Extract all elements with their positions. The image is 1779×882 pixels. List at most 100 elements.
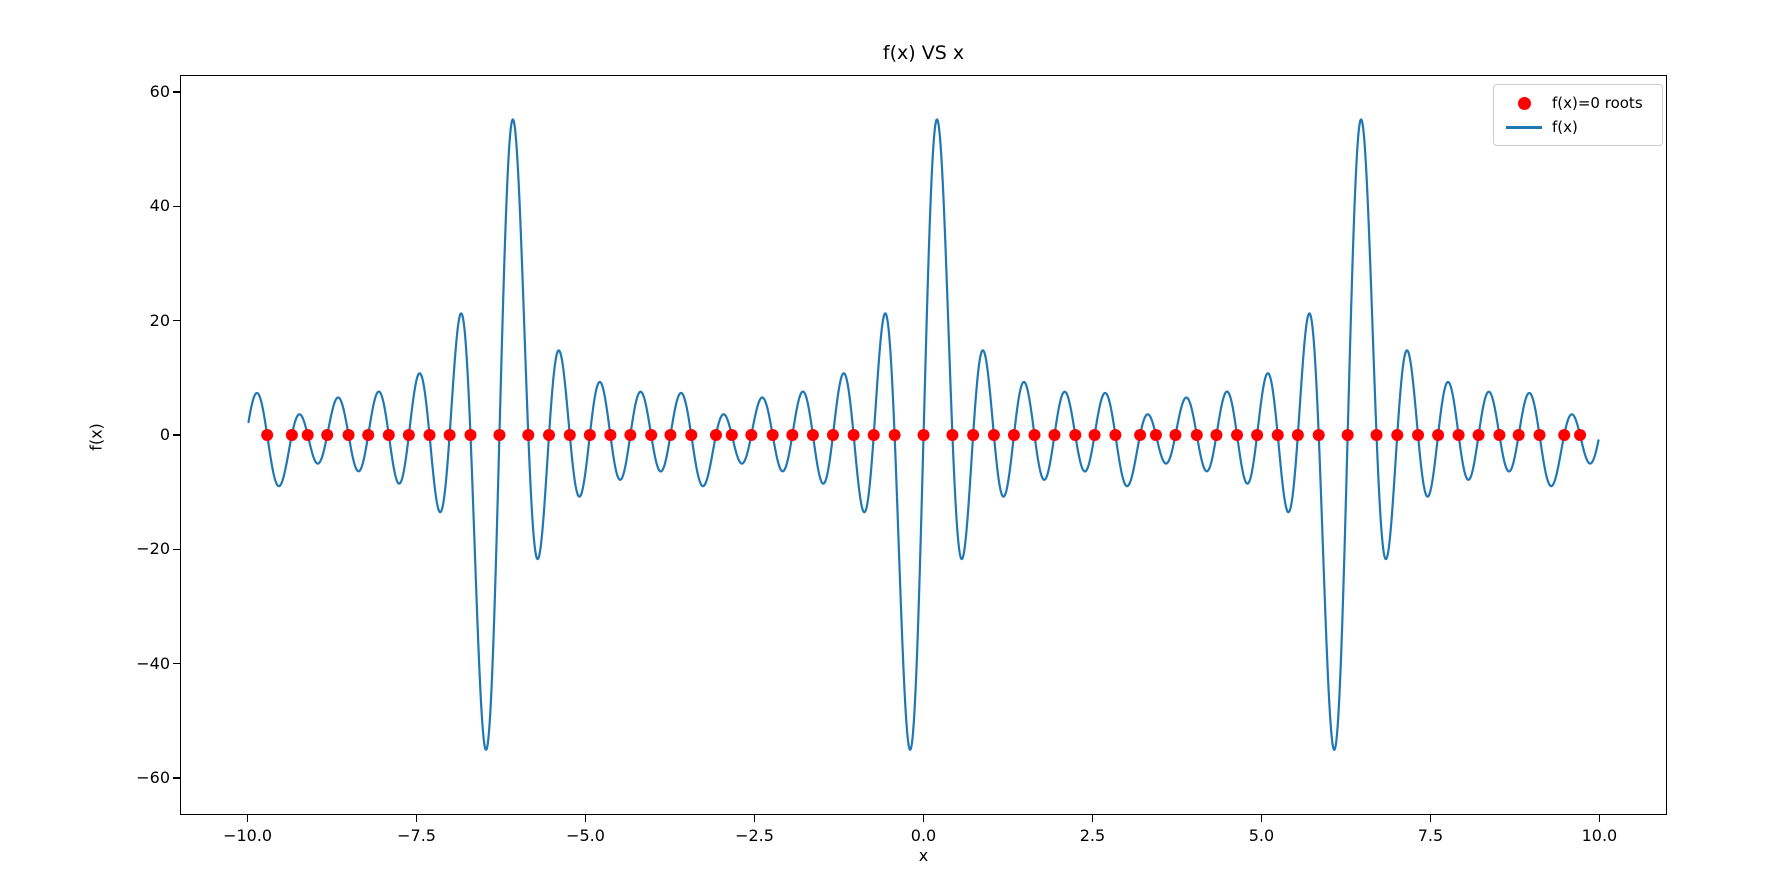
x-tick-label: 10.0 (1581, 826, 1618, 845)
root-marker (1452, 429, 1465, 442)
y-tick-mark (173, 777, 180, 779)
root-marker (645, 429, 658, 442)
plot-area (180, 75, 1667, 815)
root-marker (806, 429, 819, 442)
root-marker (261, 429, 274, 442)
root-marker (888, 429, 901, 442)
plot-canvas (247, 118, 1600, 751)
red-dot-marker-icon (1517, 96, 1531, 110)
y-tick-mark (173, 91, 180, 93)
x-tick-label: −7.5 (397, 826, 436, 845)
x-tick-label: 0.0 (910, 826, 937, 845)
root-marker (847, 429, 860, 442)
y-tick-mark (173, 662, 180, 665)
x-tick-mark (922, 815, 925, 822)
x-tick-label: 5.0 (1248, 826, 1275, 845)
root-marker (1533, 429, 1546, 442)
y-tick-label: −40 (136, 653, 170, 673)
root-marker (604, 429, 617, 442)
root-marker (1007, 429, 1020, 442)
root-marker (522, 429, 535, 442)
legend: f(x)=0 roots f(x) (1493, 84, 1663, 146)
root-marker (342, 429, 355, 442)
x-tick-mark (753, 815, 756, 822)
blue-line-marker-icon (1506, 125, 1542, 129)
y-axis-label: f(x) (86, 423, 106, 451)
legend-entry-fx: f(x) (1504, 115, 1654, 139)
root-marker (382, 429, 395, 442)
legend-label-roots: f(x)=0 roots (1552, 94, 1643, 112)
root-marker (917, 429, 930, 442)
root-marker (1574, 429, 1587, 442)
root-marker (1251, 429, 1264, 442)
root-marker (285, 429, 298, 442)
legend-entry-roots: f(x)=0 roots (1504, 91, 1654, 115)
root-marker (1312, 429, 1325, 442)
root-marker (1109, 429, 1122, 442)
root-marker (967, 429, 980, 442)
y-tick-label: 20 (149, 310, 170, 330)
root-marker (493, 429, 506, 442)
root-marker (1558, 429, 1571, 442)
root-marker (1210, 429, 1223, 442)
root-marker (1231, 429, 1244, 442)
root-marker (1190, 429, 1203, 442)
root-marker (745, 429, 758, 442)
y-tick-label: 40 (149, 196, 170, 216)
x-tick-mark (584, 815, 587, 822)
x-tick-mark (1429, 815, 1432, 822)
root-marker (1271, 429, 1284, 442)
root-marker (766, 429, 779, 442)
y-tick-label: −60 (136, 767, 170, 787)
root-marker (321, 429, 334, 442)
x-tick-label: 7.5 (1417, 826, 1444, 845)
root-marker (1028, 429, 1041, 442)
root-marker (1169, 429, 1182, 442)
root-marker (709, 429, 722, 442)
root-marker (464, 429, 477, 442)
root-marker (1048, 429, 1061, 442)
x-tick-label: −10.0 (223, 826, 273, 845)
root-marker (1391, 429, 1404, 442)
x-tick-mark (1260, 815, 1263, 822)
root-marker (402, 429, 415, 442)
root-marker (583, 429, 596, 442)
root-marker (946, 429, 959, 442)
root-marker (1149, 429, 1162, 442)
root-marker (1512, 429, 1525, 442)
x-tick-label: 2.5 (1079, 826, 1106, 845)
root-marker (987, 429, 1000, 442)
root-marker (1341, 429, 1354, 442)
chart-title: f(x) VS x (882, 42, 965, 64)
root-marker (624, 429, 637, 442)
x-axis-label: x (918, 846, 929, 865)
x-tick-mark (1091, 815, 1094, 822)
legend-label-fx: f(x) (1552, 118, 1578, 136)
root-marker (543, 429, 556, 442)
x-tick-label: −5.0 (566, 826, 605, 845)
legend-handle-fx (1504, 125, 1544, 129)
root-marker (1472, 429, 1485, 442)
root-marker (1370, 429, 1383, 442)
root-marker (563, 429, 576, 442)
y-tick-mark (173, 434, 180, 436)
legend-handle-roots (1504, 96, 1544, 110)
x-tick-mark (415, 815, 418, 822)
root-marker (664, 429, 677, 442)
y-tick-label: 60 (149, 82, 170, 102)
root-marker (1291, 429, 1304, 442)
root-marker (1432, 429, 1445, 442)
root-marker (301, 429, 314, 442)
x-tick-label: −2.5 (735, 826, 774, 845)
y-tick-mark (173, 319, 180, 322)
root-marker (362, 429, 375, 442)
root-marker (786, 429, 799, 442)
root-marker (725, 429, 738, 442)
root-marker (1069, 429, 1082, 442)
root-marker (826, 429, 839, 442)
root-marker (1134, 429, 1147, 442)
x-tick-mark (1598, 815, 1601, 822)
root-marker (443, 429, 456, 442)
root-marker (685, 429, 698, 442)
